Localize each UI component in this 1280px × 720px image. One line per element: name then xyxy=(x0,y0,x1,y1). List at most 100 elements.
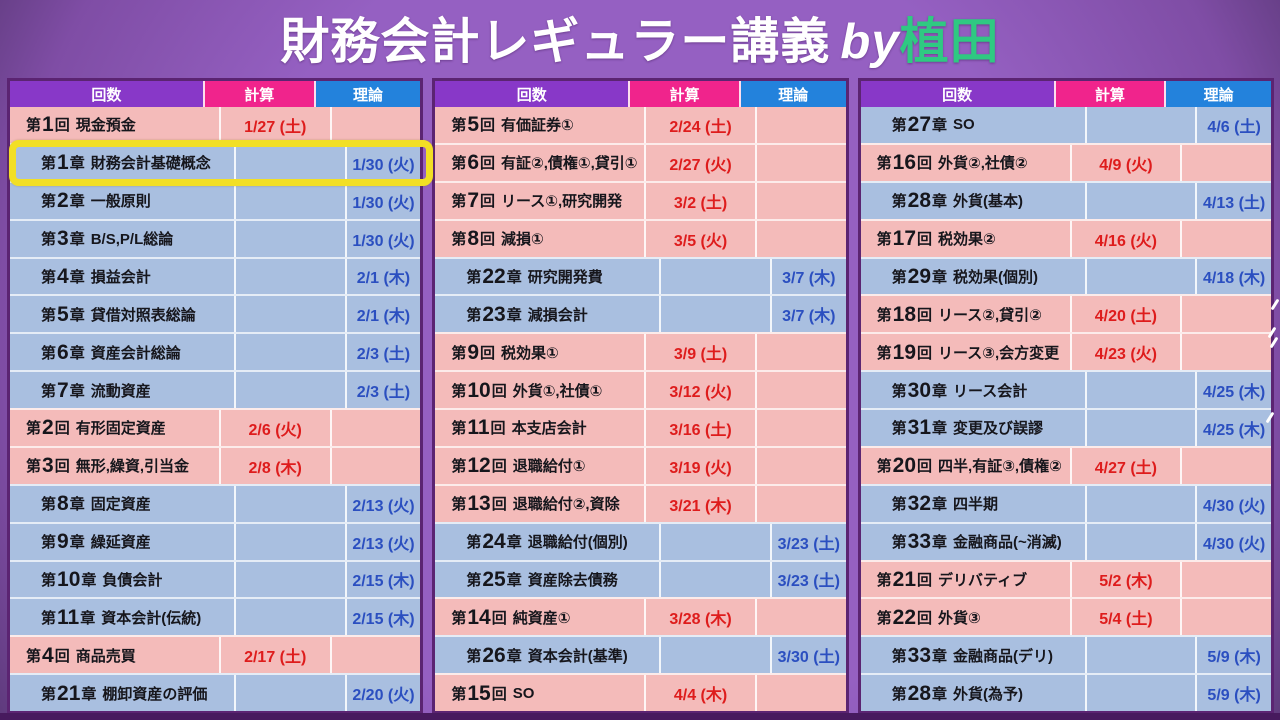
session-number: 31 xyxy=(907,416,932,440)
theory-date-cell: 2/15 (木) xyxy=(352,573,415,591)
session-unit: 回 xyxy=(491,685,507,703)
session-prefix: 第 xyxy=(876,344,892,362)
session-number: 28 xyxy=(907,681,932,705)
session-prefix: 第 xyxy=(891,534,907,552)
session-prefix: 第 xyxy=(466,268,482,286)
session-title: リース①,研究開発 xyxy=(501,193,623,211)
schedule-row: 第 14 回純資産① 3/28 (木) xyxy=(435,597,846,636)
session-cell: 第 20 回四半,有証③,債権② xyxy=(861,448,1070,484)
session-unit: 章 xyxy=(932,534,948,552)
session-title: 外貨(基本) xyxy=(953,193,1024,211)
session-unit: 回 xyxy=(480,344,496,362)
theory-date-cell: 2/20 (火) xyxy=(352,687,415,705)
session-title: 外貨②,社債② xyxy=(938,155,1028,173)
session-prefix: 第 xyxy=(876,571,892,589)
schedule-row: 第 17 回税効果② 4/16 (火) xyxy=(860,218,1271,257)
session-cell: 第 33 章金融商品(~消滅) xyxy=(861,524,1085,560)
session-prefix: 第 xyxy=(466,647,482,665)
schedule-row: 第 3 回無形,繰資,引当金 2/8 (木) xyxy=(10,445,421,484)
schedule-row: 第 10 回外貨①,社債① 3/12 (火) xyxy=(435,370,846,408)
calc-date-cell: 3/28 (木) xyxy=(644,599,757,636)
schedule-row: 第 15 回 SO 4/4 (木) xyxy=(435,673,846,711)
session-title: 純資産① xyxy=(512,609,571,627)
session-cell: 第 15 回 SO xyxy=(435,675,644,711)
session-number: 1 xyxy=(42,113,54,137)
column-header-session: 回数 xyxy=(10,81,203,107)
schedule-row: 第 4 章損益会計 2/1 (木) xyxy=(10,256,421,295)
schedule-row: 第 24 章退職給付(個別) 3/23 (土) xyxy=(435,521,846,560)
session-number: 4 xyxy=(42,643,54,667)
session-unit: 章 xyxy=(932,420,948,438)
theory-date-cell xyxy=(332,637,421,673)
session-title: 損益会計 xyxy=(90,268,151,286)
session-number: 26 xyxy=(482,643,506,667)
theory-date-cell xyxy=(757,486,846,522)
session-unit: 章 xyxy=(506,306,522,324)
theory-date-cell xyxy=(332,410,421,446)
theory-date-cell xyxy=(1182,145,1271,181)
calc-date-cell: 3/9 (土) xyxy=(644,334,757,371)
session-unit: 回 xyxy=(480,193,496,211)
session-title: 財務会計基礎概念 xyxy=(90,155,211,173)
session-cell: 第 30 章リース会計 xyxy=(861,372,1085,408)
session-unit: 章 xyxy=(80,609,96,627)
session-cell: 第 10 章負債会計 xyxy=(10,562,234,598)
session-unit: 章 xyxy=(69,534,85,552)
session-number: 10 xyxy=(467,378,491,402)
theory-date-cell: 2/1 (木) xyxy=(356,270,411,288)
calc-date-cell xyxy=(233,220,347,257)
session-prefix: 第 xyxy=(451,496,467,514)
session-cell: 第 3 章 B/S,P/L総論 xyxy=(10,221,234,257)
session-unit: 回 xyxy=(917,231,933,249)
session-title: 有形固定資産 xyxy=(75,420,166,438)
column-header-theory: 理論 xyxy=(740,81,846,107)
session-cell: 第 26 章資本会計(基準) xyxy=(435,637,659,673)
calc-date-cell: 4/9 (火) xyxy=(1069,144,1183,181)
schedule-row: 第 21 章棚卸資産の評価 2/20 (火) xyxy=(10,673,421,711)
session-title: 棚卸資産の評価 xyxy=(102,685,208,703)
session-title: 税効果② xyxy=(938,231,996,249)
session-title: 資産会計総論 xyxy=(90,344,181,362)
calc-date-cell: 2/27 (火) xyxy=(644,144,757,181)
session-number: 11 xyxy=(57,605,80,629)
calc-date-cell xyxy=(659,561,772,598)
theory-date-cell: 2/13 (火) xyxy=(352,497,415,515)
theory-date-cell: 1/30 (火) xyxy=(352,194,415,212)
session-number: 23 xyxy=(482,302,506,326)
session-cell: 第 12 回退職給付① xyxy=(435,448,644,484)
session-unit: 章 xyxy=(69,382,85,400)
schedule-row: 第 8 章固定資産 2/13 (火) xyxy=(10,483,421,522)
session-prefix: 第 xyxy=(891,647,907,665)
calc-date-cell: 4/4 (木) xyxy=(644,675,757,711)
session-unit: 回 xyxy=(917,571,933,589)
session-prefix: 第 xyxy=(891,117,907,135)
session-cell: 第 6 回有証②,債権①,貸引① xyxy=(435,145,644,181)
calc-date-cell xyxy=(233,296,347,333)
schedule-row: 第 1 章財務会計基礎概念 1/30 (火) xyxy=(9,139,434,186)
session-number: 32 xyxy=(907,492,932,516)
session-unit: 章 xyxy=(69,344,85,362)
calc-date-cell: 5/4 (土) xyxy=(1069,599,1183,636)
session-cell: 第 6 章資産会計総論 xyxy=(10,334,234,370)
column-header-theory: 理論 xyxy=(1166,81,1271,107)
session-unit: 回 xyxy=(480,231,496,249)
calc-date-cell xyxy=(233,182,347,219)
calc-date-cell: 5/2 (木) xyxy=(1069,561,1183,598)
session-title: SO xyxy=(512,684,535,702)
schedule-row: 第 9 章繰延資産 2/13 (火) xyxy=(10,521,421,560)
theory-date-cell: 1/30 (火) xyxy=(352,232,415,250)
schedule-row: 第 22 回外貨③ 5/4 (土) xyxy=(860,597,1271,636)
column-header-calc: 計算 xyxy=(202,81,316,107)
bottom-border-strip xyxy=(0,713,1280,720)
theory-date-cell: 1/30 (火) xyxy=(352,156,415,174)
session-title: 商品売買 xyxy=(75,647,136,665)
tables: 回数 計算 理論第 1 回現金預金 1/27 (土) 第 1 章財務会計基礎概念 1/30 (火)… xyxy=(7,78,1274,713)
session-cell: 第 27 章 SO xyxy=(861,107,1085,143)
session-number: 5 xyxy=(467,113,480,137)
session-cell: 第 11 回本支店会計 xyxy=(435,410,644,446)
session-unit: 回 xyxy=(491,382,507,400)
schedule-row: 第 27 章 SO 4/6 (土) xyxy=(860,107,1271,143)
session-prefix: 第 xyxy=(26,458,42,476)
session-title: 退職給付① xyxy=(512,458,586,476)
session-title: 退職給付(個別) xyxy=(527,534,628,552)
